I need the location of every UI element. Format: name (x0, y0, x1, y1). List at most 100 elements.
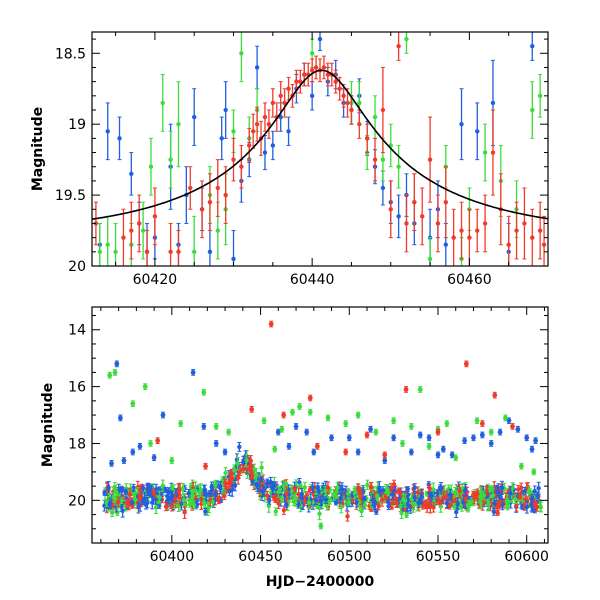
data-point (222, 448, 228, 456)
data-point (127, 488, 133, 502)
data-point (157, 490, 162, 505)
data-point (321, 55, 327, 80)
data-point (459, 88, 464, 161)
data-point (500, 498, 505, 511)
data-point (309, 81, 315, 111)
data-point (533, 500, 538, 509)
data-point (163, 502, 169, 512)
data-point (341, 83, 346, 108)
data-point (270, 481, 275, 496)
data-point (112, 482, 118, 494)
data-point (117, 116, 122, 161)
bottom-x-axis-title: HJD−2400000 (266, 574, 375, 590)
y-tick-label: 18.5 (55, 46, 86, 62)
data-point (408, 448, 414, 456)
data-point (187, 500, 193, 508)
data-point (273, 507, 278, 516)
data-point (307, 394, 313, 402)
data-point (133, 493, 138, 506)
data-point (180, 482, 186, 495)
data-point (403, 386, 409, 393)
data-point (203, 462, 208, 470)
data-point (223, 166, 228, 224)
data-point (249, 471, 255, 480)
data-point (490, 109, 496, 196)
data-point (168, 222, 173, 266)
x-tick-label: 60440 (290, 272, 335, 288)
data-point (488, 440, 494, 447)
data-point (530, 32, 535, 61)
data-point (224, 483, 229, 494)
data-point (151, 489, 156, 496)
data-point (478, 490, 483, 504)
y-tick-label: 18 (68, 436, 86, 452)
data-point (514, 201, 519, 260)
data-point (259, 476, 264, 482)
data-point (444, 498, 450, 509)
data-point (487, 485, 493, 492)
data-point (317, 507, 322, 521)
data-point (518, 482, 524, 493)
data-point (396, 194, 401, 239)
y-tick-label: 20 (68, 493, 86, 509)
data-point (231, 230, 236, 266)
data-point (170, 490, 175, 502)
data-point (254, 45, 260, 90)
data-point (270, 88, 276, 118)
data-point (311, 448, 317, 456)
data-point (207, 222, 213, 266)
data-point (343, 420, 349, 427)
data-point (247, 127, 252, 163)
y-tick-label: 20 (68, 259, 86, 275)
data-point (151, 454, 157, 462)
data-point (315, 482, 320, 493)
data-point (388, 180, 393, 239)
data-point (398, 500, 403, 513)
data-point (427, 484, 432, 493)
data-point (479, 431, 485, 439)
data-point (207, 173, 213, 232)
top-axis-ticks: 60420 60440 60460 18.5 19 19.5 20 (55, 32, 549, 288)
data-point (499, 480, 505, 495)
bottom-plot-frame (91, 306, 549, 544)
data-point (218, 481, 223, 492)
data-point (449, 451, 455, 459)
data-point (510, 423, 515, 430)
data-point (297, 403, 302, 410)
data-point (463, 360, 469, 368)
data-point (260, 485, 265, 498)
data-point (281, 505, 287, 515)
data-point (364, 123, 370, 154)
data-point (325, 62, 331, 87)
data-point (168, 130, 173, 189)
data-point (121, 457, 127, 464)
data-point (357, 109, 362, 139)
data-point (386, 502, 391, 511)
data-point (219, 116, 224, 161)
data-point (390, 489, 395, 500)
data-point (120, 504, 125, 518)
x-tick-label: 60600 (504, 549, 549, 565)
data-point (188, 166, 193, 210)
data-point (474, 417, 480, 425)
data-point (276, 485, 281, 499)
data-point (490, 488, 496, 503)
data-point (110, 508, 115, 517)
bottom-axis-ticks: 60400 60450 60500 60550 60600 14 16 18 20 (68, 307, 549, 565)
data-point (443, 166, 448, 239)
data-point (418, 493, 423, 505)
data-point (465, 500, 471, 510)
data-point (451, 208, 456, 266)
data-point (524, 500, 530, 514)
data-point (362, 501, 368, 509)
data-point (137, 493, 142, 501)
data-point (292, 486, 297, 494)
data-point (475, 208, 480, 253)
data-point (385, 489, 391, 496)
data-point (278, 81, 283, 111)
data-point (102, 489, 107, 496)
top-y-axis-title: Magnitude (30, 107, 46, 191)
data-point (213, 479, 218, 489)
data-point (190, 488, 196, 503)
data-point (396, 144, 401, 189)
